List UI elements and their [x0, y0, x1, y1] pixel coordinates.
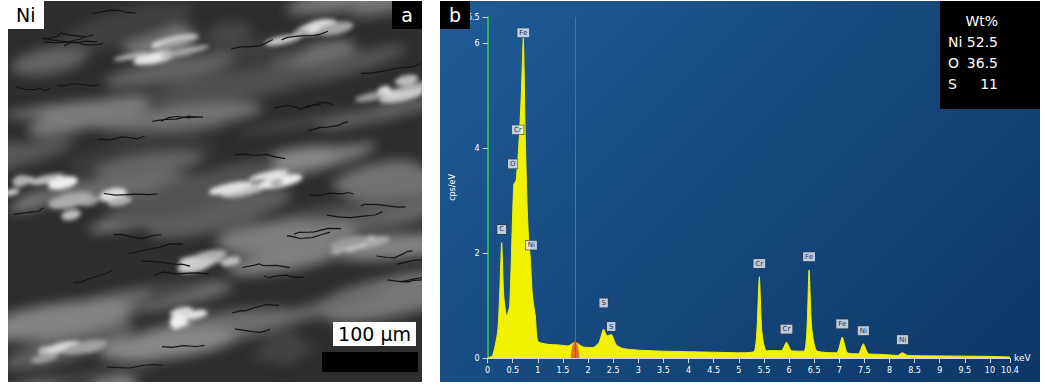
html-text:a: a — [401, 4, 413, 26]
svg-text:S: S — [601, 299, 606, 307]
svg-text:9.5: 9.5 — [958, 366, 971, 375]
svg-text:0: 0 — [475, 354, 480, 363]
svg-text:1.5: 1.5 — [557, 366, 570, 375]
html-text:Ni: Ni — [16, 4, 36, 26]
svg-text:4.5: 4.5 — [707, 366, 720, 375]
svg-text:3.5: 3.5 — [657, 366, 670, 375]
html-text:36.5: 36.5 — [966, 55, 998, 71]
svg-text:8: 8 — [887, 366, 892, 375]
html-text:100 µm: 100 µm — [338, 323, 411, 345]
svg-text:Ni: Ni — [860, 327, 867, 335]
svg-text:6.5: 6.5 — [808, 366, 821, 375]
svg-text:Cr: Cr — [783, 325, 791, 333]
svg-text:7.5: 7.5 — [858, 366, 871, 375]
svg-text:4: 4 — [686, 366, 691, 375]
svg-text:2: 2 — [475, 249, 480, 258]
svg-text:2.5: 2.5 — [607, 366, 620, 375]
svg-text:4: 4 — [475, 144, 480, 153]
svg-text:6.5: 6.5 — [466, 12, 480, 22]
svg-text:C: C — [499, 225, 504, 233]
svg-text:S: S — [609, 323, 614, 331]
svg-text:Fe: Fe — [519, 29, 527, 37]
svg-text:Fe: Fe — [838, 320, 846, 328]
svg-text:keV: keV — [1014, 353, 1031, 363]
svg-text:3: 3 — [636, 366, 641, 375]
svg-text:10: 10 — [985, 366, 995, 375]
html-text:Ni 52.5: Ni 52.5 — [948, 34, 998, 50]
svg-text:0.5: 0.5 — [506, 366, 519, 375]
svg-text:9: 9 — [937, 366, 942, 375]
html-text:Wt%: Wt% — [965, 13, 998, 29]
svg-text:Ni: Ni — [899, 336, 906, 344]
svg-text:1: 1 — [535, 366, 540, 375]
svg-text:8.5: 8.5 — [908, 366, 921, 375]
html-text:b: b — [449, 4, 462, 26]
svg-text:10.4: 10.4 — [1001, 366, 1019, 375]
svg-text:cps/eV: cps/eV — [448, 174, 457, 201]
svg-text:Cr: Cr — [514, 126, 522, 134]
svg-text:Cr: Cr — [755, 260, 763, 268]
svg-text:5: 5 — [736, 366, 741, 375]
html-text:S: S — [948, 76, 957, 92]
svg-text:Ni: Ni — [528, 241, 535, 249]
svg-text:6: 6 — [786, 366, 791, 375]
svg-text:O: O — [510, 160, 516, 168]
html-text:O: O — [948, 55, 959, 71]
svg-text:Fe: Fe — [805, 253, 813, 261]
html-text:11: 11 — [980, 76, 998, 92]
svg-text:2: 2 — [586, 366, 591, 375]
svg-text:5.5: 5.5 — [758, 366, 771, 375]
svg-text:6: 6 — [475, 39, 480, 48]
svg-text:0: 0 — [485, 366, 490, 375]
svg-text:7: 7 — [837, 366, 842, 375]
